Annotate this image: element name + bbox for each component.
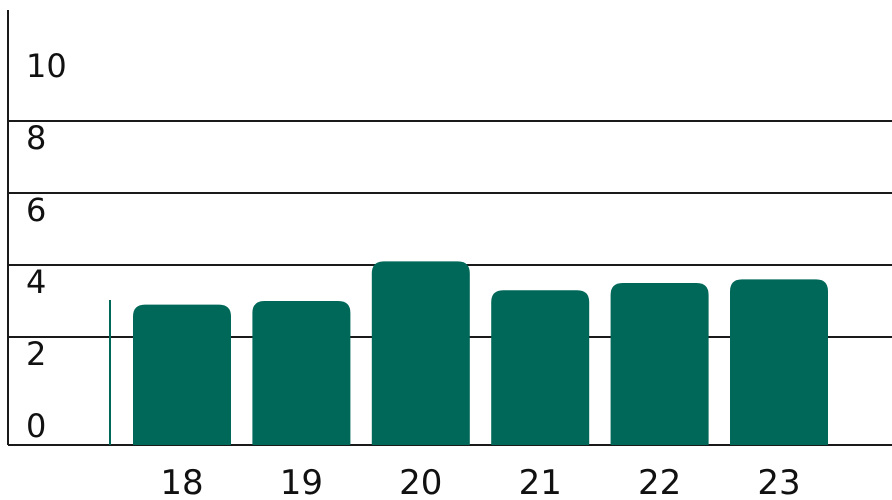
x-tick-label-18: 18 bbox=[160, 463, 203, 500]
bar-20 bbox=[371, 261, 470, 445]
x-tick-label-21: 21 bbox=[519, 463, 562, 500]
bar-19 bbox=[252, 301, 351, 445]
x-tick-label-22: 22 bbox=[638, 463, 681, 500]
y-tick-label-6: 6 bbox=[26, 191, 46, 229]
bar-21 bbox=[491, 290, 590, 445]
x-tick-label-23: 23 bbox=[757, 463, 800, 500]
x-tick-label-20: 20 bbox=[399, 463, 442, 500]
y-tick-label-2: 2 bbox=[26, 335, 46, 373]
bar-23 bbox=[730, 279, 828, 445]
bar-18 bbox=[133, 304, 231, 445]
bars bbox=[133, 261, 828, 445]
y-tick-label-4: 4 bbox=[26, 263, 46, 301]
x-axis-ticks: 18 19 20 21 22 23 bbox=[160, 463, 800, 500]
bar-22 bbox=[610, 283, 709, 445]
y-tick-label-10: 10 bbox=[26, 47, 67, 85]
y-tick-label-8: 8 bbox=[26, 119, 46, 157]
y-tick-label-0: 0 bbox=[26, 407, 46, 445]
x-tick-label-19: 19 bbox=[280, 463, 323, 500]
y-axis-ticks: 0 2 4 6 8 10 bbox=[26, 47, 67, 445]
